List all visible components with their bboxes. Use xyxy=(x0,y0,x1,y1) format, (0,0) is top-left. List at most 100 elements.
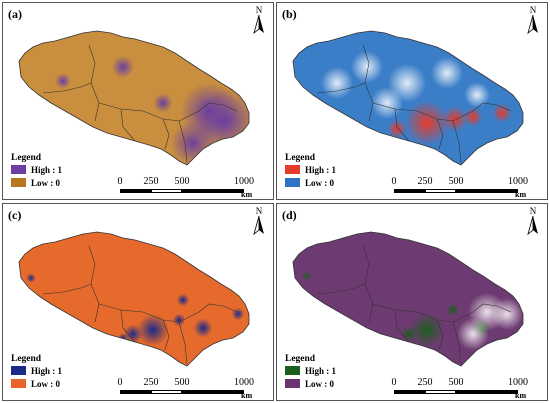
scale-tick-label: 1000 xyxy=(508,377,528,388)
scale-segment xyxy=(456,390,518,394)
scale-bar: 0 250 500 1000 km xyxy=(391,176,540,199)
region-outline xyxy=(18,30,250,166)
map-region xyxy=(18,30,250,166)
legend-high-swatch xyxy=(11,165,26,174)
region-fill xyxy=(19,232,249,366)
panel-label: (b) xyxy=(282,7,297,21)
region-outline xyxy=(292,30,524,166)
scale-tick-label: 0 xyxy=(391,176,397,187)
legend-high-swatch xyxy=(285,366,300,375)
scale-segment xyxy=(182,390,244,394)
panel-label: (d) xyxy=(282,208,297,222)
admin-border xyxy=(98,102,200,122)
legend: Legend High : 1 Low : 0 xyxy=(11,354,63,389)
hotspot xyxy=(457,318,489,350)
admin-border xyxy=(178,321,188,365)
north-arrow-icon: N xyxy=(525,207,541,237)
scale-segment xyxy=(151,390,182,394)
legend-low-swatch xyxy=(285,178,300,187)
admin-border xyxy=(42,283,92,295)
legend-low-swatch xyxy=(11,379,26,388)
hotspot xyxy=(153,93,173,113)
region-outline xyxy=(292,231,524,367)
legend-low-swatch xyxy=(11,178,26,187)
scale-tick-label: 1000 xyxy=(234,377,254,388)
scale-segment xyxy=(394,189,425,193)
scale-segment xyxy=(456,189,518,193)
hotspot xyxy=(446,303,460,317)
hotspot xyxy=(387,119,407,139)
scale-segment xyxy=(151,189,182,193)
north-arrow-icon: N xyxy=(251,207,267,237)
scale-tick-label: 250 xyxy=(417,377,433,388)
map-panel-b: (b) N Legend High : 1 Low : 0 0 250 500 100… xyxy=(276,2,548,200)
scale-segment xyxy=(120,390,151,394)
legend-high-swatch xyxy=(11,366,26,375)
admin-border xyxy=(472,303,512,313)
region-outline xyxy=(18,231,250,367)
scale-tick-label: 500 xyxy=(174,377,190,388)
hotspot xyxy=(463,107,483,127)
hotspot xyxy=(176,293,190,307)
hotspot xyxy=(409,312,445,348)
admin-border xyxy=(120,108,136,142)
hotspot xyxy=(231,307,245,321)
scale-bar: 0 250 500 1000 km xyxy=(118,176,266,199)
admin-border xyxy=(316,82,366,94)
hotspot xyxy=(401,326,417,342)
hotspot xyxy=(26,273,36,283)
admin-border xyxy=(198,303,238,313)
admin-border xyxy=(316,283,366,295)
map-panel-a: (a) N Legend High : 1 Low : 0 0 250 500 100… xyxy=(2,2,274,200)
legend-low-swatch xyxy=(285,379,300,388)
admin-border xyxy=(198,102,238,112)
scale-segment xyxy=(182,189,244,193)
admin-border xyxy=(372,303,474,323)
admin-border xyxy=(120,309,136,343)
admin-border xyxy=(472,102,512,112)
hotspot xyxy=(404,100,450,146)
scale-tick-label: 250 xyxy=(143,377,159,388)
scale-unit: km xyxy=(515,391,527,400)
hotspot xyxy=(442,106,468,132)
admin-border xyxy=(98,303,200,323)
hotspot xyxy=(431,57,463,89)
admin-border xyxy=(162,118,170,150)
admin-border xyxy=(42,82,92,94)
scale-bar: 0 250 500 1000 km xyxy=(391,377,540,400)
hotspot xyxy=(193,318,213,338)
hotspot xyxy=(55,73,71,89)
hotspot xyxy=(172,313,186,327)
scale-bar: 0 250 500 1000 km xyxy=(118,377,266,400)
legend: Legend High : 1 Low : 0 xyxy=(285,153,337,188)
scale-tick-label: 250 xyxy=(143,176,159,187)
scale-unit: km xyxy=(241,190,253,199)
map-region xyxy=(292,231,524,367)
hotspot xyxy=(321,67,353,99)
admin-border xyxy=(394,309,410,343)
scale-tick-label: 1000 xyxy=(508,176,528,187)
hotspot xyxy=(492,103,512,123)
hotspot xyxy=(123,324,143,344)
north-arrow-icon: N xyxy=(251,6,267,36)
legend-high-swatch xyxy=(285,165,300,174)
hotspot xyxy=(137,314,169,346)
scale-segment xyxy=(425,390,456,394)
scale-segment xyxy=(394,390,425,394)
admin-border xyxy=(452,120,462,164)
hotspot xyxy=(351,51,383,83)
scale-tick-label: 500 xyxy=(448,377,464,388)
map-region xyxy=(18,231,250,367)
map-region xyxy=(292,30,524,166)
panel-label: (a) xyxy=(8,7,22,21)
scale-tick-label: 500 xyxy=(448,176,464,187)
hotspot xyxy=(464,82,490,108)
scale-tick-label: 250 xyxy=(417,176,433,187)
admin-border xyxy=(394,108,410,142)
scale-tick-label: 1000 xyxy=(234,176,254,187)
legend: Legend High : 1 Low : 0 xyxy=(11,153,63,188)
map-panel-c: (c) N Legend High : 1 Low : 0 0 250 500 100… xyxy=(2,203,274,401)
scale-tick-label: 0 xyxy=(391,377,397,388)
admin-border xyxy=(436,118,444,150)
hotspot xyxy=(302,271,312,281)
